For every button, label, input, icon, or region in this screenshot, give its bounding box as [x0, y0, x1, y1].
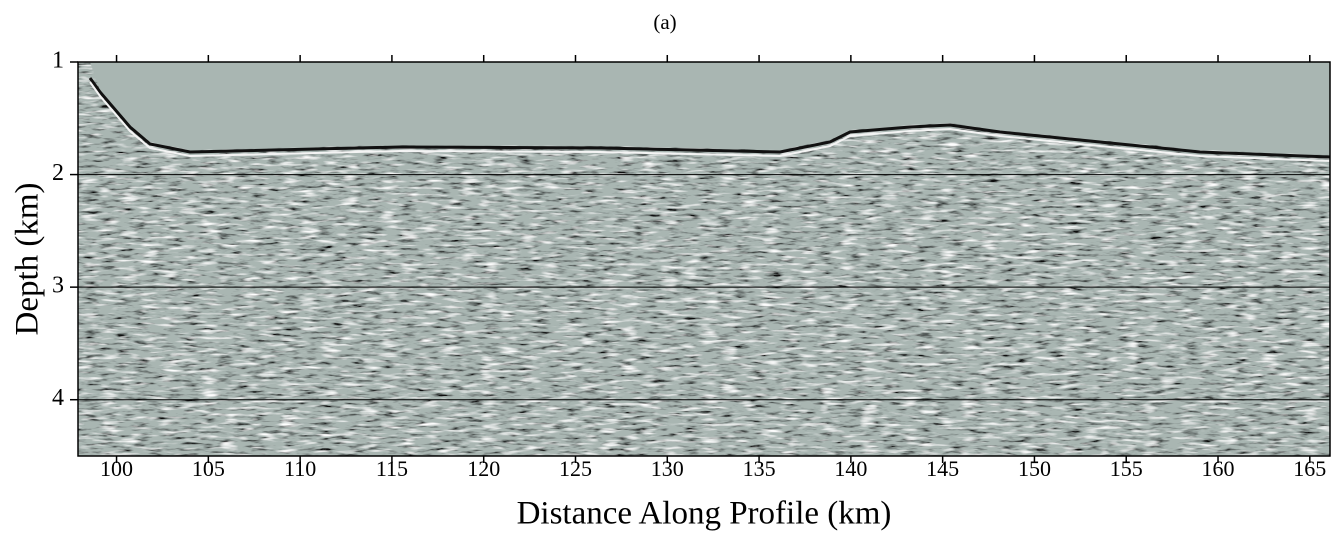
- y-tick-label: 2: [52, 160, 64, 186]
- x-axis-label: Distance Along Profile (km): [517, 496, 892, 532]
- seismic-image: [78, 62, 1330, 456]
- chart-title: (a): [653, 10, 676, 34]
- y-axis-label: Depth (km): [10, 182, 46, 335]
- y-tick-label: 3: [52, 273, 64, 299]
- y-tick-label: 1: [52, 48, 64, 74]
- y-tick-label: 4: [52, 385, 64, 411]
